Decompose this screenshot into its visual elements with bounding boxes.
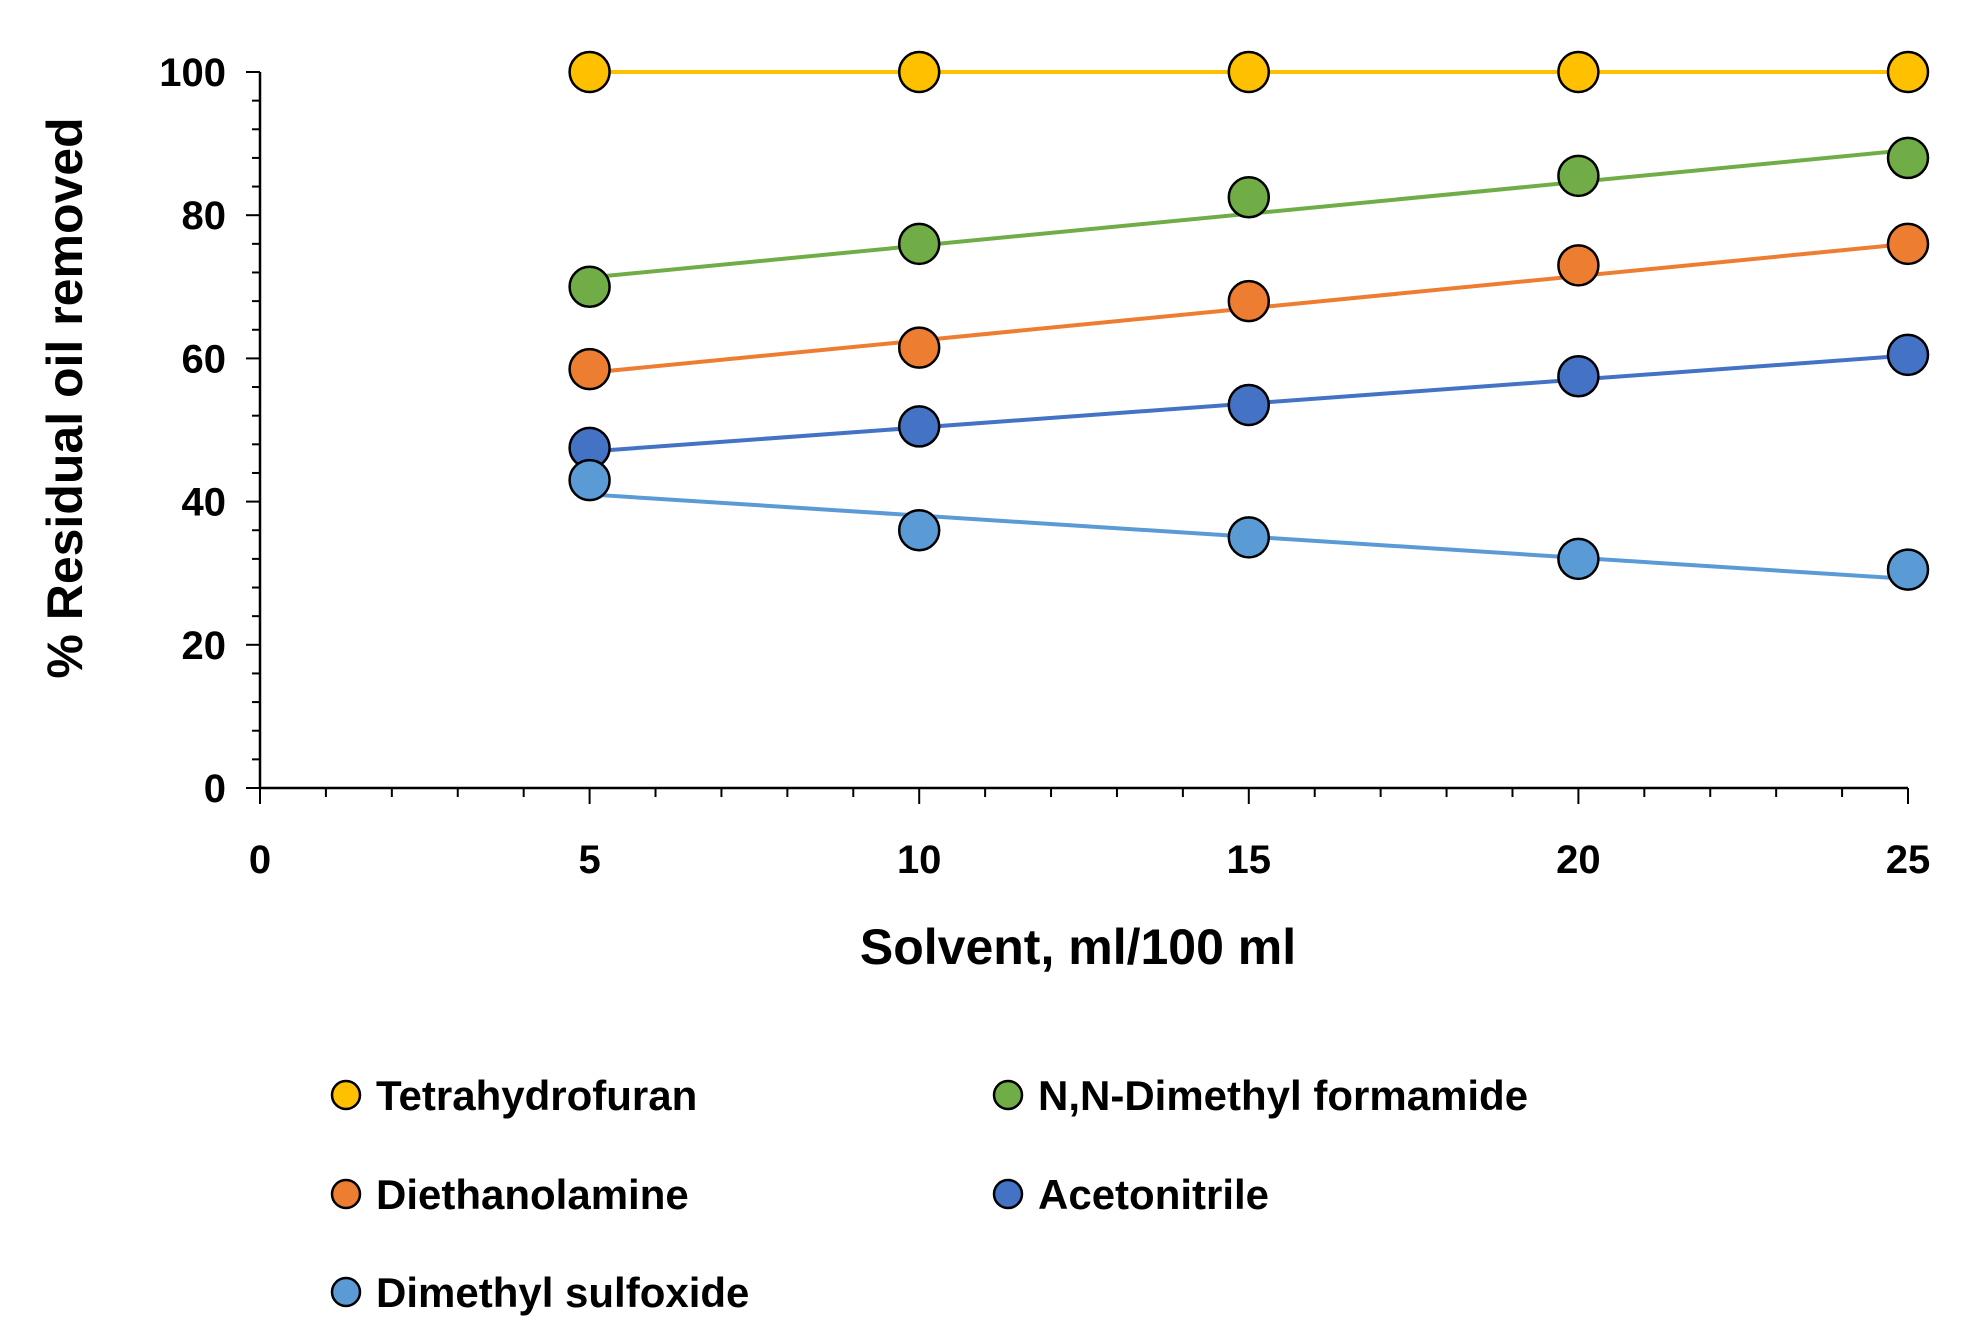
legend-item-acetonitrile: Acetonitrile [992,1171,1269,1218]
data-point-n-n-dimethyl-formamide [1227,176,1271,219]
data-point-dimethyl-sulfoxide [1557,537,1600,581]
y-tick-label: 0 [204,767,226,811]
markers-diethanolamine [568,222,1930,391]
markers-tetrahydrofuran [568,50,1930,94]
data-point-diethanolamine [1557,244,1600,287]
data-point-diethanolamine [568,347,611,391]
data-point-diethanolamine [1886,222,1930,266]
legend: Tetrahydrofuran N,N-Dimethyl formamide Die… [330,1072,1528,1316]
legend-label: N,N-Dimethyl formamide [1038,1072,1528,1119]
x-tick-label: 20 [1556,838,1601,882]
data-point-acetonitrile [1557,355,1600,398]
x-tick-label: 15 [1227,838,1272,882]
legend-swatch [330,1276,362,1308]
markers-dimethyl-sulfoxide [568,458,1930,591]
legend-label: Diethanolamine [376,1171,689,1218]
data-point-tetrahydrofuran [897,50,941,94]
data-point-acetonitrile [1886,333,1930,377]
legend-swatch [330,1079,362,1111]
data-point-tetrahydrofuran [1886,50,1930,94]
data-point-tetrahydrofuran [1227,50,1271,94]
legend-label: Acetonitrile [1038,1171,1269,1218]
y-tick-label: 100 [159,51,226,95]
data-point-dimethyl-sulfoxide [1227,516,1271,559]
axes-layer: 0 20 40 60 80 100 0 5 10 15 20 25 [159,51,1930,882]
data-point-dimethyl-sulfoxide [897,508,941,552]
x-tick-label: 5 [578,838,600,882]
data-point-diethanolamine [897,326,941,369]
y-tick-label: 60 [182,337,227,381]
markers-acetonitrile [568,333,1930,470]
data-point-acetonitrile [897,405,941,448]
data-point-dimethyl-sulfoxide [568,458,611,502]
x-tick-label: 10 [897,838,942,882]
legend-item-dimethyl-sulfoxide: Dimethyl sulfoxide [330,1269,749,1316]
legend-item-n-n-dimethyl-formamide: N,N-Dimethyl formamide [992,1072,1528,1119]
legend-swatch [992,1178,1024,1210]
x-tick-label: 25 [1886,838,1931,882]
legend-label: Dimethyl sulfoxide [376,1269,749,1316]
x-axis-title: Solvent, ml/100 ml [860,919,1296,975]
legend-item-tetrahydrofuran: Tetrahydrofuran [330,1072,697,1119]
data-point-n-n-dimethyl-formamide [1886,136,1930,180]
y-axis-title: % Residual oil removed [37,117,93,678]
data-point-tetrahydrofuran [568,50,611,94]
data-point-tetrahydrofuran [1557,50,1600,94]
data-point-n-n-dimethyl-formamide [1557,154,1600,198]
data-point-n-n-dimethyl-formamide [568,265,611,309]
x-tick-label: 0 [249,838,271,882]
data-point-dimethyl-sulfoxide [1886,548,1930,591]
y-tick-label: 80 [182,194,227,238]
markers-n-n-dimethyl-formamide [568,136,1930,309]
y-tick-label: 20 [182,624,227,668]
y-tick-label: 40 [182,481,227,525]
legend-item-diethanolamine: Diethanolamine [330,1171,689,1218]
legend-label: Tetrahydrofuran [376,1072,697,1119]
legend-swatch [992,1079,1024,1111]
legend-swatch [330,1178,362,1210]
series-layer [568,50,1930,591]
data-point-diethanolamine [1227,279,1271,323]
data-point-n-n-dimethyl-formamide [897,222,941,266]
data-point-acetonitrile [1227,383,1271,427]
